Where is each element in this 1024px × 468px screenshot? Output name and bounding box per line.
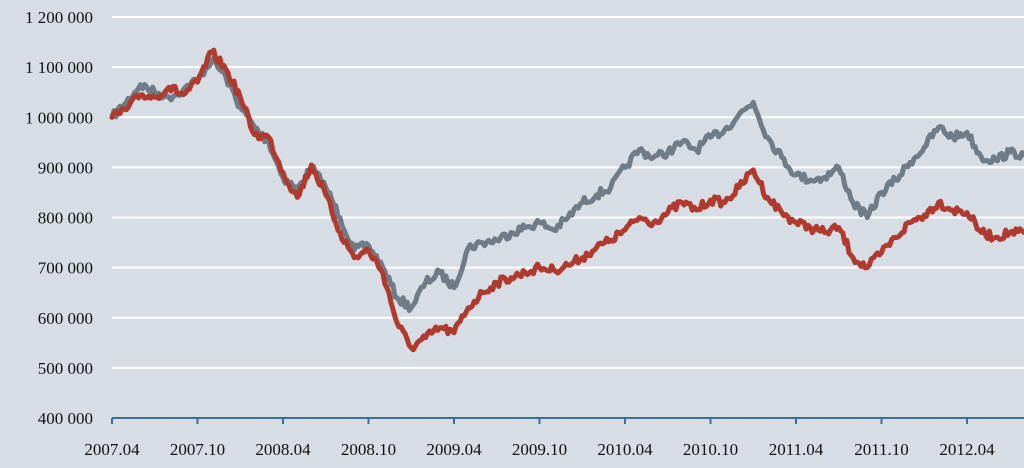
series-lines — [109, 47, 1024, 353]
y-tick-label: 700 000 — [38, 259, 93, 278]
y-tick-label: 800 000 — [38, 209, 93, 228]
y-tick-label: 400 000 — [38, 409, 93, 428]
series-line-1 — [109, 55, 1024, 313]
y-tick-label: 1 100 000 — [25, 58, 93, 77]
y-tick-label: 900 000 — [38, 158, 93, 177]
x-tick-label: 2010.04 — [597, 440, 653, 459]
x-tick-label: 2012.04 — [939, 440, 995, 459]
x-tick-label: 2008.04 — [255, 440, 311, 459]
x-tick-label: 2007.04 — [84, 440, 140, 459]
x-tick-label: 2011.04 — [769, 440, 824, 459]
x-tick-label: 2009.04 — [426, 440, 482, 459]
x-tick-label: 2010.10 — [683, 440, 738, 459]
series-line-2 — [109, 47, 1024, 353]
x-tick-label: 2008.10 — [341, 440, 396, 459]
x-axis-tick-labels: 2007.04 2007.10 2008.04 2008.10 2009.04 2009.… — [84, 440, 995, 459]
x-tick-label: 2009.10 — [512, 440, 567, 459]
x-tick-label: 2007.10 — [170, 440, 225, 459]
y-tick-label: 500 000 — [38, 359, 93, 378]
x-axis — [111, 417, 1024, 424]
y-tick-label: 1 200 000 — [25, 8, 93, 27]
y-tick-label: 600 000 — [38, 309, 93, 328]
y-axis-tick-labels: 400 000 500 000 600 000 700 000 800 000 900 0… — [25, 8, 93, 428]
x-tick-label: 2011.10 — [854, 440, 909, 459]
y-tick-label: 1 000 000 — [25, 108, 93, 127]
gridlines — [112, 16, 1024, 369]
